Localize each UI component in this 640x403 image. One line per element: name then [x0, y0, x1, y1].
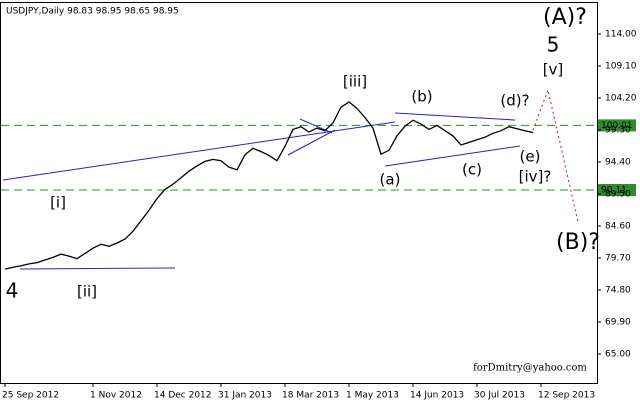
trend-line — [19, 267, 176, 270]
y-tick-label: 69.90 — [605, 318, 631, 328]
x-tick-label: 30 Jul 2013 — [474, 391, 525, 401]
level-box — [598, 119, 636, 132]
y-tick-label: 65.00 — [605, 350, 631, 360]
y-tick-label: 104.20 — [605, 94, 637, 104]
trend-line — [384, 145, 521, 167]
x-tick-label: 14 Dec 2012 — [154, 391, 212, 401]
watermark: forDmitry@yahoo.com — [473, 363, 587, 374]
y-tick-label: 89.50 — [605, 190, 631, 200]
wave-label: (B)? — [556, 230, 600, 255]
level-label: 90.11 — [601, 186, 627, 196]
trend-line — [287, 129, 336, 156]
x-tick-label: 31 Jan 2013 — [218, 391, 272, 401]
wave-label: [i] — [50, 194, 66, 212]
x-tick-label: 12 Sep 2013 — [538, 391, 595, 401]
wave-label: (b) — [411, 88, 432, 106]
plot-frame — [0, 2, 598, 384]
chart-title: USDJPY,Daily 98.83 98.95 98.65 98.95 — [6, 7, 179, 17]
level-label: 100.01 — [601, 121, 633, 131]
y-tick-label: 79.70 — [605, 254, 631, 264]
trend-line — [394, 112, 516, 121]
x-tick-label: 18 Mar 2013 — [282, 391, 339, 401]
wave-label: 4 — [6, 279, 19, 303]
wave-label: [iv]? — [519, 168, 552, 186]
y-tick-label: 74.80 — [605, 286, 631, 296]
y-tick-label: 109.10 — [605, 62, 637, 72]
wave-label: (A)? — [543, 5, 587, 30]
x-tick-label: 1 Nov 2012 — [90, 391, 142, 401]
wave-label: (c) — [462, 161, 482, 179]
y-tick-label: 94.40 — [605, 158, 631, 168]
wave-label: [iii] — [343, 73, 367, 91]
level-box — [598, 184, 636, 197]
y-tick-label: 114.00 — [605, 30, 637, 40]
trend-line — [299, 118, 333, 134]
trend-lines — [2, 112, 521, 270]
wave-label: (d)? — [500, 92, 529, 110]
x-tick-label: 1 May 2013 — [346, 391, 399, 401]
y-tick-label: 99.30 — [605, 126, 631, 136]
wave-label: (e) — [520, 148, 541, 166]
x-tick-label: 25 Sep 2012 — [2, 391, 59, 401]
wave-label: [v] — [543, 61, 564, 79]
x-tick-label: 14 Jun 2013 — [410, 391, 464, 401]
y-tick-label: 84.60 — [605, 222, 631, 232]
wave-label: 5 — [547, 33, 560, 57]
wave-label: [ii] — [77, 283, 97, 301]
price-line — [4, 101, 534, 270]
wave-label: (a) — [380, 171, 401, 189]
